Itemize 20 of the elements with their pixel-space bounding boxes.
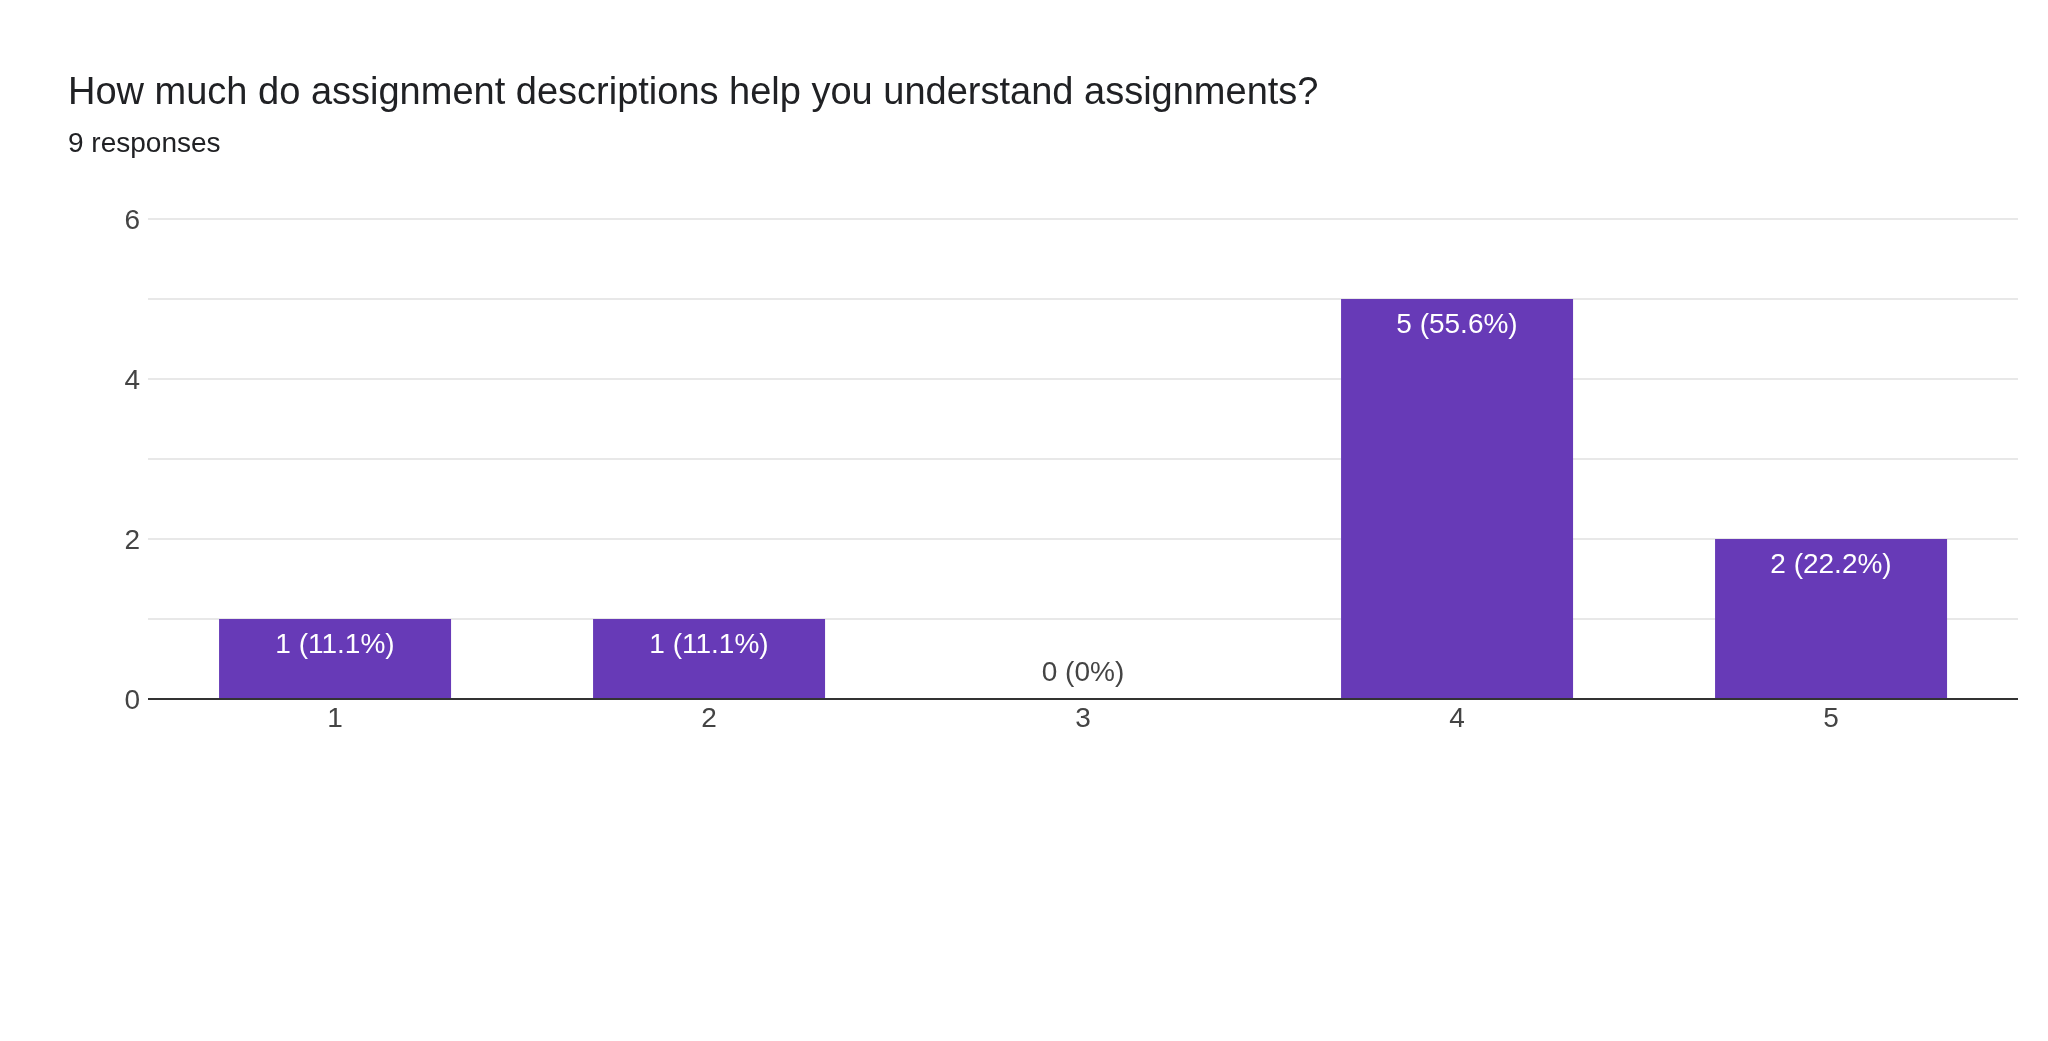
y-tick-label: 2 bbox=[124, 523, 140, 555]
x-tick-label: 3 bbox=[1075, 701, 1091, 733]
x-tick-label: 4 bbox=[1449, 701, 1465, 733]
data-label: 1 (11.1%) bbox=[649, 628, 769, 659]
y-tick-label: 0 bbox=[124, 683, 140, 715]
bar bbox=[593, 619, 826, 699]
bar bbox=[1341, 299, 1574, 699]
x-tick-label: 5 bbox=[1823, 701, 1839, 733]
bar bbox=[1715, 539, 1948, 699]
x-tick-label: 1 bbox=[327, 701, 343, 733]
y-tick-label: 4 bbox=[124, 363, 140, 395]
data-label: 2 (22.2%) bbox=[1770, 548, 1892, 579]
data-label: 5 (55.6%) bbox=[1396, 308, 1518, 339]
data-label: 1 (11.1%) bbox=[275, 628, 395, 659]
data-label: 0 (0%) bbox=[1041, 656, 1125, 687]
chart-title: How much do assignment descriptions help you understand assignments? bbox=[67, 69, 1320, 114]
chart-subtitle: 9 responses bbox=[67, 127, 222, 159]
x-tick-label: 2 bbox=[701, 701, 717, 733]
y-tick-label: 6 bbox=[124, 203, 140, 235]
bar bbox=[219, 619, 452, 699]
